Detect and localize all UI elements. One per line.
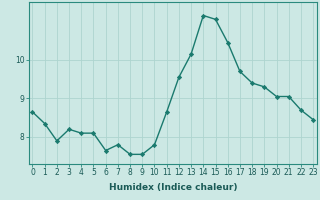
X-axis label: Humidex (Indice chaleur): Humidex (Indice chaleur) [108, 183, 237, 192]
